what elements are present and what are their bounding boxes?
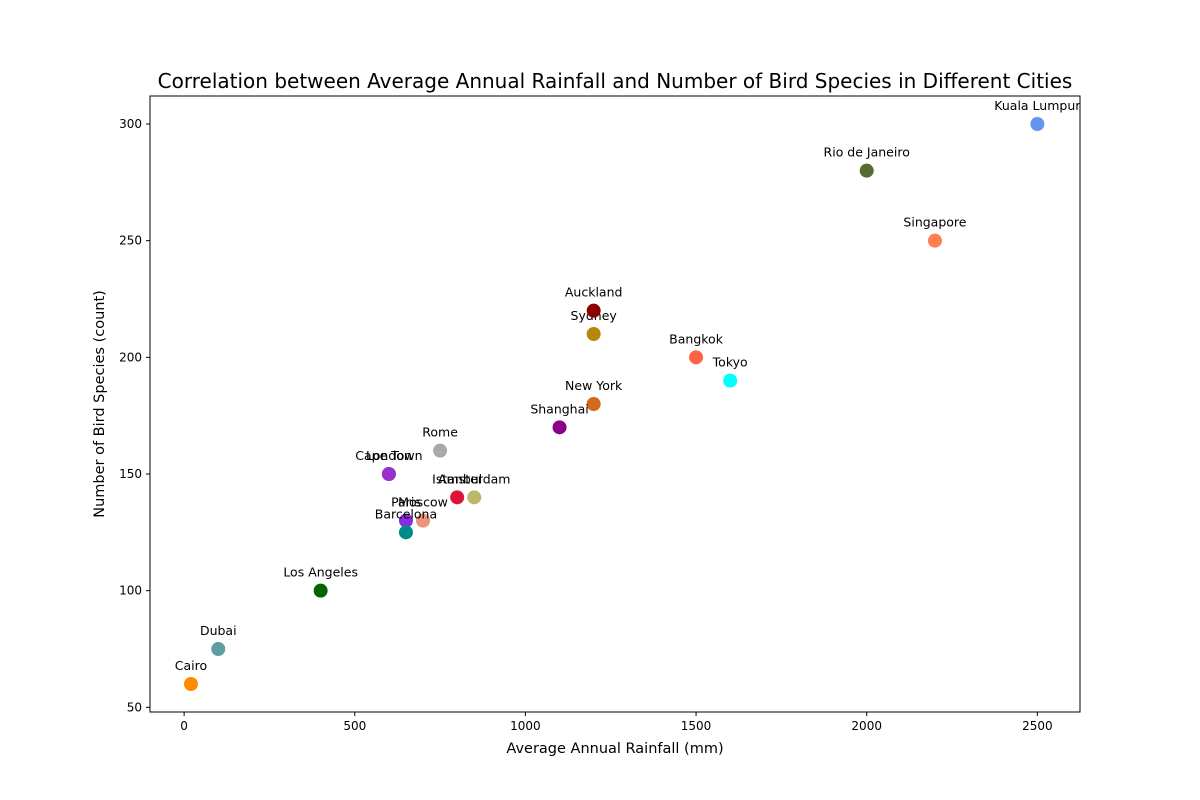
data-point-label: Tokyo bbox=[712, 355, 748, 370]
data-point bbox=[1030, 117, 1045, 131]
data-point bbox=[381, 467, 396, 481]
data-point-label: Istanbul bbox=[432, 471, 482, 486]
data-point bbox=[398, 525, 413, 540]
data-point bbox=[183, 677, 198, 691]
x-tick-label: 500 bbox=[343, 719, 366, 733]
plot-area: 0 500 1000 1500 2000 2500 50 100 150 200 250 300 New… bbox=[119, 95, 1081, 733]
data-point-label: Amsterdam bbox=[438, 471, 511, 486]
y-tick-label: 50 bbox=[127, 700, 142, 714]
data-point bbox=[723, 373, 738, 388]
data-point bbox=[211, 642, 226, 656]
data-point-label: Moscow bbox=[398, 495, 448, 510]
y-axis-label: Number of Bird Species (count) bbox=[92, 290, 108, 518]
y-tick-label: 300 bbox=[119, 117, 142, 131]
chart-title: Correlation between Average Annual Rainf… bbox=[158, 69, 1073, 93]
data-point bbox=[313, 583, 328, 598]
data-point bbox=[586, 327, 601, 341]
data-point-label: Paris bbox=[391, 495, 421, 510]
y-tick-label: 150 bbox=[119, 467, 142, 481]
x-tick-label: 2500 bbox=[1022, 719, 1053, 733]
data-point-label: London bbox=[366, 448, 412, 463]
x-tick-label: 2000 bbox=[851, 719, 882, 733]
data-point-label: Singapore bbox=[903, 215, 966, 230]
data-point-label: Cape Town bbox=[355, 448, 422, 463]
data-point-label: Bangkok bbox=[669, 331, 724, 346]
x-tick-label: 0 bbox=[180, 719, 188, 733]
data-point-label: Rio de Janeiro bbox=[824, 145, 910, 160]
data-point bbox=[689, 350, 704, 365]
y-tick-label: 250 bbox=[119, 234, 142, 248]
data-point-label: Shanghai bbox=[530, 401, 588, 416]
y-tick-label: 100 bbox=[119, 584, 142, 598]
data-point bbox=[467, 490, 482, 505]
data-point-label: Barcelona bbox=[375, 506, 437, 521]
data-point bbox=[859, 163, 874, 178]
data-point bbox=[450, 490, 465, 505]
data-point-label: Rome bbox=[422, 425, 458, 440]
x-tick-label: 1500 bbox=[681, 719, 712, 733]
data-point bbox=[552, 420, 567, 435]
y-tick-label: 200 bbox=[119, 350, 142, 364]
x-axis-label: Average Annual Rainfall (mm) bbox=[506, 741, 723, 757]
data-point bbox=[416, 513, 431, 528]
data-point-label: Los Angeles bbox=[283, 565, 358, 580]
data-point bbox=[586, 397, 601, 411]
data-point-label: Cairo bbox=[175, 658, 207, 673]
data-point bbox=[398, 513, 413, 528]
data-point-label: Kuala Lumpur bbox=[994, 98, 1081, 113]
data-point bbox=[586, 303, 601, 318]
data-point-label: New York bbox=[565, 378, 623, 393]
x-tick-label: 1000 bbox=[510, 719, 541, 733]
data-point-label: Dubai bbox=[200, 623, 237, 638]
data-point-label: Auckland bbox=[565, 285, 623, 300]
plot-frame bbox=[149, 95, 1081, 713]
data-point bbox=[433, 443, 448, 458]
data-point bbox=[927, 233, 942, 248]
